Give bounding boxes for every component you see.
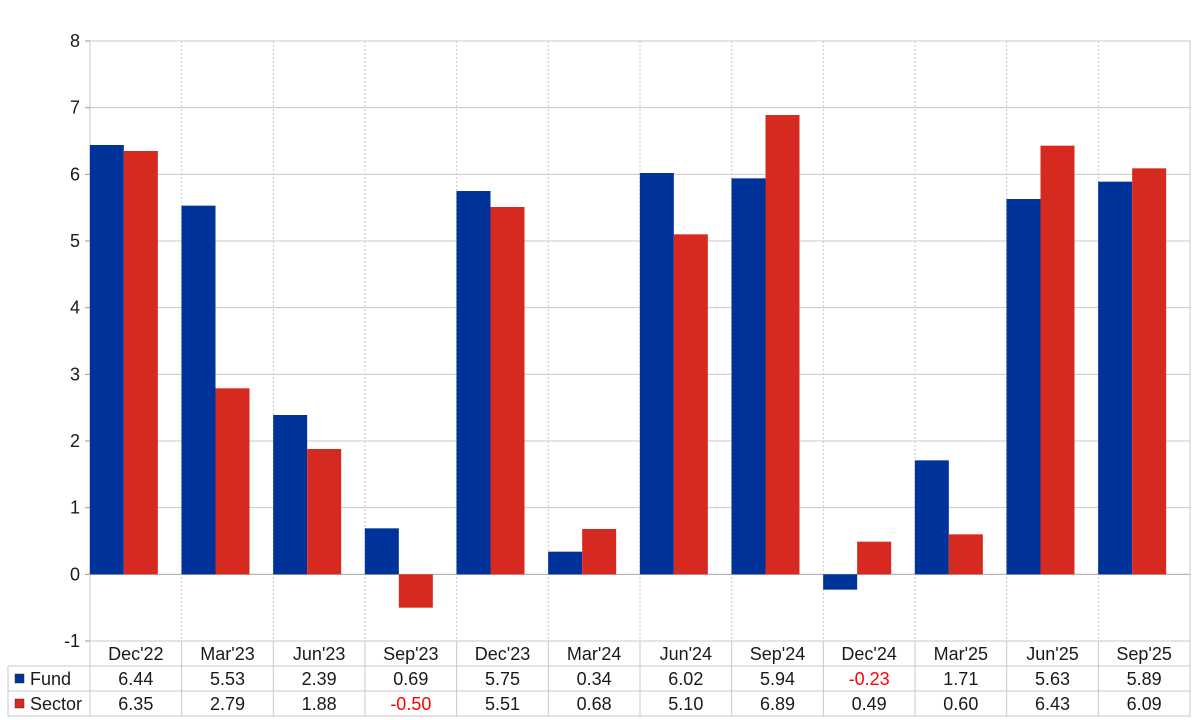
x-tick-label: Jun'23 [293, 644, 345, 664]
bar-fund-Jun'24 [639, 173, 674, 575]
table-value-sector: 0.68 [577, 694, 612, 714]
bar-sector-Jun'23 [307, 449, 342, 575]
x-tick-label: Sep'25 [1116, 644, 1172, 664]
y-tick-label: 5 [70, 231, 80, 251]
x-tick-label: Sep'24 [750, 644, 806, 664]
y-tick-label: 7 [70, 98, 80, 118]
bar-fund-Sep'23 [364, 528, 399, 575]
x-tick-label: Jun'25 [1026, 644, 1078, 664]
table-value-sector: 1.88 [302, 694, 337, 714]
x-tick-label: Mar'23 [200, 644, 254, 664]
x-tick-label: Mar'25 [934, 644, 988, 664]
table-value-fund: 6.02 [668, 669, 703, 689]
y-tick-label: 8 [70, 31, 80, 51]
bar-fund-Jun'23 [273, 415, 308, 575]
bar-fund-Mar'24 [548, 551, 583, 575]
table-value-fund: -0.23 [849, 669, 890, 689]
y-axis: 8 7 6 5 4 3 2 1 0 -1 [64, 31, 90, 651]
table-value-fund: 0.34 [577, 669, 612, 689]
legend-swatch-fund [14, 673, 25, 684]
bar-fund-Dec'24 [823, 574, 858, 590]
table-value-sector: 6.89 [760, 694, 795, 714]
table-value-fund: 6.44 [118, 669, 153, 689]
x-tick-label: Mar'24 [567, 644, 621, 664]
x-tick-label: Dec'23 [475, 644, 530, 664]
table-value-sector: 5.10 [668, 694, 703, 714]
table-value-fund: 5.63 [1035, 669, 1070, 689]
bar-sector-Jun'24 [673, 234, 708, 575]
x-tick-label: Jun'24 [660, 644, 712, 664]
table-value-sector: 5.51 [485, 694, 520, 714]
table-value-fund: 5.75 [485, 669, 520, 689]
table-value-fund: 5.53 [210, 669, 245, 689]
x-tick-label: Dec'22 [108, 644, 163, 664]
table-value-fund: 0.69 [393, 669, 428, 689]
bars [89, 115, 1167, 608]
bar-sector-Sep'23 [398, 574, 433, 608]
bar-fund-Mar'25 [914, 460, 949, 575]
bar-sector-Mar'24 [582, 529, 617, 575]
y-tick-label: -1 [64, 631, 80, 651]
y-tick-label: 6 [70, 164, 80, 184]
x-tick-label: Sep'23 [383, 644, 439, 664]
bar-sector-Dec'24 [857, 541, 892, 575]
bar-fund-Dec'23 [456, 191, 491, 575]
bar-fund-Dec'22 [89, 145, 124, 575]
table-value-fund: 5.94 [760, 669, 795, 689]
bar-fund-Sep'24 [731, 178, 766, 575]
table-value-sector: 2.79 [210, 694, 245, 714]
bar-fund-Mar'23 [181, 205, 216, 575]
table-value-fund: 5.89 [1127, 669, 1162, 689]
legend-label-sector: Sector [30, 694, 82, 714]
table-value-fund: 2.39 [302, 669, 337, 689]
data-table: Dec'22 Mar'23 Jun'23 Sep'23 Dec'23 Mar'24 Jun'… [7, 640, 1191, 717]
table-value-sector: 6.09 [1127, 694, 1162, 714]
legend-label-fund: Fund [30, 669, 71, 689]
table-value-sector: 6.43 [1035, 694, 1070, 714]
y-tick-label: 1 [70, 498, 80, 518]
table-value-sector: 0.60 [943, 694, 978, 714]
bar-sector-Mar'25 [948, 534, 983, 575]
bar-sector-Jun'25 [1040, 145, 1075, 575]
legend-swatch-sector [14, 698, 25, 709]
y-tick-label: 2 [70, 431, 80, 451]
y-tick-label: 3 [70, 364, 80, 384]
table-value-sector: -0.50 [390, 694, 431, 714]
bar-sector-Dec'23 [490, 207, 525, 575]
table-value-sector: 0.49 [852, 694, 887, 714]
bar-sector-Mar'23 [215, 388, 250, 575]
bar-fund-Jun'25 [1006, 199, 1041, 575]
table-value-fund: 1.71 [943, 669, 978, 689]
bar-sector-Sep'24 [765, 115, 800, 575]
bar-sector-Dec'22 [123, 151, 158, 575]
y-tick-label: 0 [70, 564, 80, 584]
bar-fund-Sep'25 [1098, 181, 1133, 575]
bar-sector-Sep'25 [1132, 168, 1167, 575]
x-tick-label: Dec'24 [841, 644, 896, 664]
table-value-sector: 6.35 [118, 694, 153, 714]
y-tick-label: 4 [70, 298, 80, 318]
